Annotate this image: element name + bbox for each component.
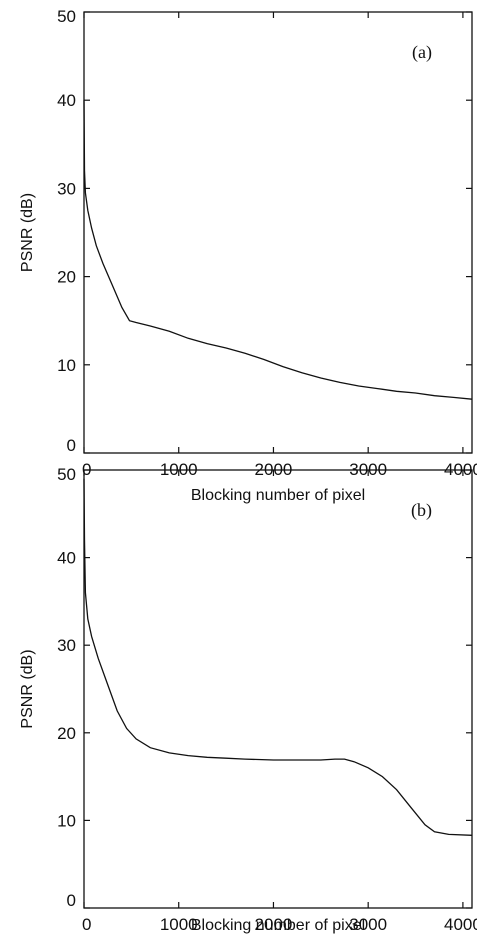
x-axis-label: Blocking number of pixel — [191, 917, 365, 934]
x-tick-label: 2000 — [255, 915, 293, 934]
y-tick-label: 50 — [57, 7, 76, 26]
y-tick-label: 10 — [57, 811, 76, 830]
y-tick-label: 20 — [57, 724, 76, 743]
panel-label: (a) — [412, 42, 432, 63]
y-tick-label: 30 — [57, 636, 76, 655]
panel-label: (b) — [411, 500, 432, 521]
x-tick-label: 1000 — [160, 915, 198, 934]
y-tick-label: 0 — [67, 891, 76, 910]
y-tick-label: 20 — [57, 268, 76, 287]
y-tick-label: 0 — [67, 436, 76, 455]
plot-frame — [83, 11, 473, 454]
y-axis-label: PSNR (dB) — [19, 649, 36, 728]
y-tick-label: 50 — [57, 465, 76, 484]
series-line — [83, 478, 473, 836]
y-tick-label: 40 — [57, 91, 76, 110]
plot-frame — [83, 469, 473, 909]
y-tick-label: 10 — [57, 356, 76, 375]
series-line — [83, 100, 473, 400]
chart-panel-a: 0100020003000400001020304050Blocking num… — [19, 7, 477, 504]
x-tick-label: 0 — [82, 915, 91, 934]
x-tick-label: 3000 — [349, 915, 387, 934]
y-axis-label: PSNR (dB) — [19, 193, 36, 272]
y-tick-label: 40 — [57, 549, 76, 568]
y-tick-label: 30 — [57, 179, 76, 198]
x-axis-label: Blocking number of pixel — [191, 487, 365, 504]
